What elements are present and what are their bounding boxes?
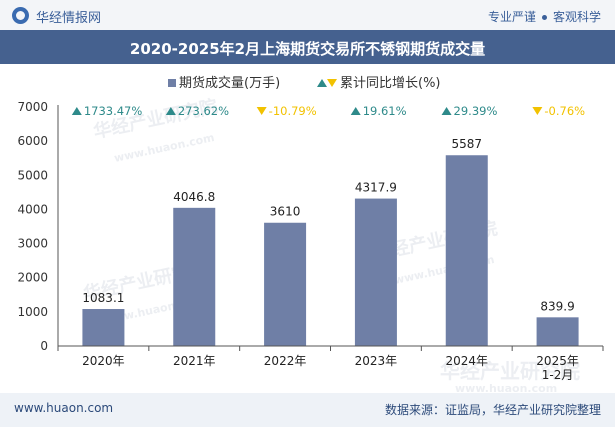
tagline-dot-icon (541, 15, 547, 20)
growth-down-triangle-icon (256, 107, 267, 115)
footer-url: www.huaon.com (14, 401, 114, 415)
growth-value-label: 1733.47% (84, 104, 143, 118)
bars: 1083.1 4046.8 3610 4317.9 5587 839.9 (82, 137, 579, 346)
bar-value-label: 4046.8 (173, 190, 215, 204)
legend-growth-label: 累计同比增长(%) (340, 76, 441, 91)
growth-value-label: -10.79% (269, 104, 317, 118)
watermark-url: www.huaon.com (113, 131, 216, 165)
bar (173, 207, 216, 346)
footer-source: 数据来源：证监局，华经产业研究院整理 (384, 403, 601, 417)
growth-up-triangle-icon (350, 107, 361, 115)
bar (536, 317, 579, 346)
x-tick-label: 2023年 (355, 354, 398, 368)
bar (445, 155, 488, 346)
brand-name: 华经情报网 (36, 11, 102, 26)
x-tick-label: 2020年 (82, 354, 125, 368)
growth-up-triangle-icon (165, 107, 176, 115)
bar (264, 222, 307, 346)
chart-area: 华经产业研究院 www.huaon.com 华经产业研究院 www.huaon.… (17, 75, 604, 393)
bar (354, 198, 397, 346)
growth-down-triangle-icon (532, 107, 543, 115)
legend-bar-label: 期货成交量(万手) (179, 75, 280, 91)
watermark-text: 华经产业研究院 (440, 359, 580, 383)
legend-bar-swatch (168, 79, 176, 87)
y-tick-label: 0 (40, 339, 48, 353)
brand-logo-icon (12, 7, 29, 24)
y-axis: 0 1000 2000 3000 4000 5000 6000 7000 (17, 100, 59, 353)
y-tick-label: 4000 (17, 202, 48, 216)
bar-value-label: 1083.1 (82, 291, 124, 305)
footer (0, 393, 615, 427)
legend-down-triangle-icon (327, 79, 337, 87)
bar-value-label: 3610 (270, 205, 301, 219)
bar (82, 309, 125, 346)
top-bar (0, 0, 615, 30)
x-tick-label: 2022年 (264, 354, 307, 368)
growth-labels: 1733.47% 273.62% -10.79% 19.61% 29.39% -0.76% (71, 104, 585, 118)
growth-value-label: 273.62% (178, 104, 229, 118)
tagline: 专业严谨 客观科学 (488, 8, 601, 25)
bar-value-label: 5587 (451, 137, 482, 151)
legend-up-triangle-icon (317, 79, 327, 87)
watermark-url: www.huaon.com (455, 382, 557, 393)
chart-title: 2020-2025年2月上海期货交易所不锈钢期货成交量 (129, 40, 486, 58)
title-bar (0, 30, 615, 64)
y-tick-label: 1000 (17, 305, 48, 319)
bar-value-label: 4317.9 (355, 181, 397, 195)
growth-value-label: 19.61% (363, 104, 407, 118)
y-tick-label: 7000 (17, 100, 48, 114)
tagline-left: 专业严谨 (487, 10, 536, 24)
y-tick-label: 2000 (17, 271, 48, 285)
x-tick-label: 2025年 (536, 354, 579, 368)
y-tick-label: 5000 (17, 168, 48, 182)
growth-up-triangle-icon (71, 107, 82, 115)
y-tick-label: 6000 (17, 134, 48, 148)
x-tick-label: 2024年 (445, 354, 488, 368)
x-tick-label: 2021年 (173, 354, 216, 368)
growth-value-label: 29.39% (454, 104, 498, 118)
bar-value-label: 839.9 (540, 299, 574, 313)
growth-up-triangle-icon (441, 107, 452, 115)
legend: 期货成交量(万手) 累计同比增长(%) (168, 75, 441, 91)
tagline-right: 客观科学 (552, 10, 601, 24)
y-tick-label: 3000 (17, 237, 48, 251)
growth-value-label: -0.76% (544, 104, 585, 118)
x-tick-label: 1-2月 (542, 368, 574, 382)
